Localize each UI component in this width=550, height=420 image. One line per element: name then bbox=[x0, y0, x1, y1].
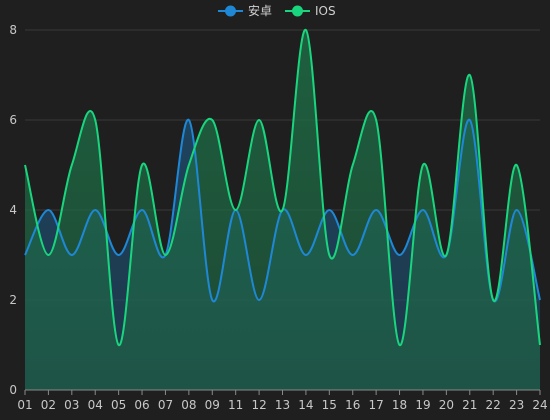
x-tick-label: 24 bbox=[532, 398, 547, 412]
x-tick-label: 05 bbox=[111, 398, 126, 412]
legend-item-0[interactable]: 安卓 bbox=[218, 3, 272, 18]
series-line-1 bbox=[24, 28, 541, 347]
x-tick-label: 16 bbox=[345, 398, 360, 412]
series-lines bbox=[24, 28, 541, 347]
x-tick-label: 07 bbox=[158, 398, 173, 412]
x-tick-label: 06 bbox=[134, 398, 149, 412]
x-tick-label: 13 bbox=[275, 398, 290, 412]
x-tick-label: 19 bbox=[415, 398, 430, 412]
y-tick-label: 0 bbox=[9, 383, 17, 397]
x-tick-label: 15 bbox=[322, 398, 337, 412]
series-areas bbox=[25, 29, 540, 390]
x-tick-label: 12 bbox=[251, 398, 266, 412]
x-tick-label: 17 bbox=[368, 398, 383, 412]
y-tick-label: 8 bbox=[9, 23, 17, 37]
x-tick-label: 14 bbox=[298, 398, 313, 412]
y-tick-label: 2 bbox=[9, 293, 17, 307]
x-tick-label: 01 bbox=[17, 398, 32, 412]
x-tick-label: 03 bbox=[64, 398, 79, 412]
x-tick-label: 20 bbox=[439, 398, 454, 412]
x-tick-label: 08 bbox=[181, 398, 196, 412]
y-tick-label: 6 bbox=[9, 113, 17, 127]
x-tick-label: 23 bbox=[509, 398, 524, 412]
legend-label: IOS bbox=[315, 4, 336, 18]
x-tick-label: 02 bbox=[41, 398, 56, 412]
legend[interactable]: 安卓 IOS bbox=[218, 3, 336, 18]
x-tick-label: 04 bbox=[88, 398, 103, 412]
legend-marker-icon bbox=[225, 5, 236, 17]
y-tick-label: 4 bbox=[9, 203, 17, 217]
legend-marker-icon bbox=[292, 5, 303, 17]
x-tick-label: 18 bbox=[392, 398, 407, 412]
x-tick-label: 21 bbox=[462, 398, 477, 412]
legend-item-1[interactable]: IOS bbox=[285, 4, 336, 18]
x-tick-label: 09 bbox=[205, 398, 220, 412]
x-tick-label: 11 bbox=[228, 398, 243, 412]
x-tick-label: 22 bbox=[486, 398, 501, 412]
series-area-1 bbox=[25, 29, 540, 390]
legend-label: 安卓 bbox=[248, 3, 272, 18]
